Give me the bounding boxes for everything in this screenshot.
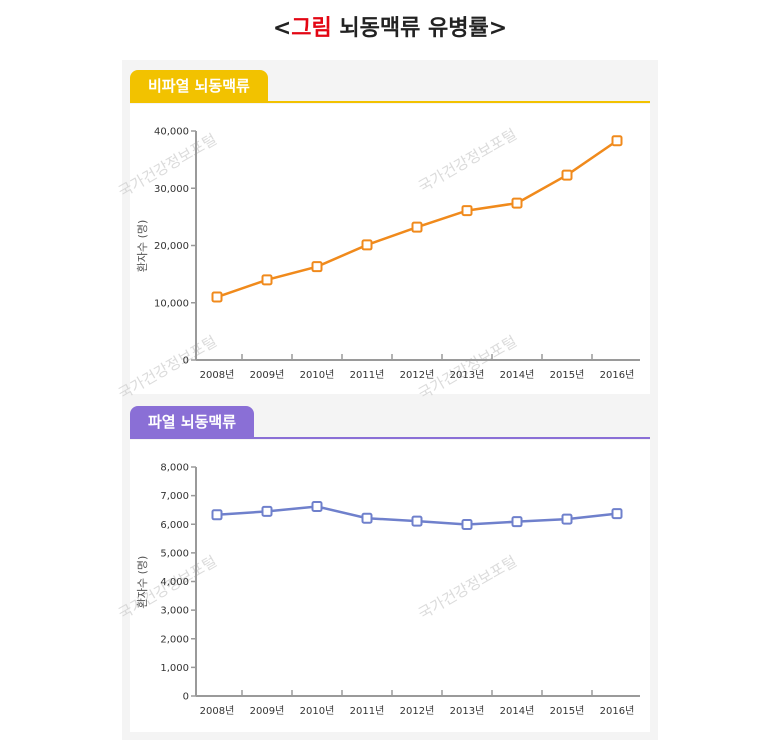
watermark-text: 국가건강정보포털 — [415, 332, 520, 403]
data-point — [311, 501, 323, 513]
data-point — [511, 516, 523, 528]
x-tick-label: 2009년 — [250, 369, 285, 381]
watermark-text: 국가건강정보포털 — [415, 552, 520, 623]
y-tick-label: 0 — [183, 692, 189, 703]
x-tick-label: 2016년 — [600, 705, 635, 717]
y-tick-label: 40,000 — [154, 127, 189, 138]
y-tick-label: 5,000 — [160, 548, 189, 559]
y-tick-label: 7,000 — [160, 491, 189, 502]
data-point — [561, 513, 573, 525]
chart-ruptured: 국가건강정보포털 국가건강정보포털01,0002,0003,0004,0005,0… — [115, 463, 640, 717]
x-tick-label: 2009년 — [250, 705, 285, 717]
title-open-bracket: < — [272, 16, 292, 41]
data-point — [211, 291, 223, 303]
data-point — [461, 205, 473, 217]
y-tick-label: 6,000 — [160, 520, 189, 531]
x-tick-label: 2010년 — [300, 369, 335, 381]
x-tick-label: 2008년 — [200, 369, 235, 381]
section-divider — [130, 437, 650, 439]
watermark-text: 국가건강정보포털 — [415, 125, 520, 196]
y-tick-label: 3,000 — [160, 606, 189, 617]
y-tick-label: 1,000 — [160, 663, 189, 674]
x-tick-label: 2008년 — [200, 705, 235, 717]
section-tab-label: 비파열 뇌동맥류 — [148, 77, 250, 95]
x-tick-label: 2015년 — [550, 705, 585, 717]
data-point — [361, 512, 373, 524]
x-tick-label: 2012년 — [400, 369, 435, 381]
y-tick-label: 20,000 — [154, 241, 189, 252]
x-tick-label: 2012년 — [400, 705, 435, 717]
data-point — [361, 239, 373, 251]
title-close-bracket: > — [488, 16, 508, 41]
y-axis-label: 환자수 (명) — [136, 556, 149, 609]
chart-area-unruptured — [130, 104, 650, 394]
x-tick-label: 2010년 — [300, 705, 335, 717]
y-tick-label: 8,000 — [160, 463, 189, 474]
data-point — [611, 135, 623, 147]
y-tick-label: 4,000 — [160, 577, 189, 588]
y-tick-label: 30,000 — [154, 184, 189, 195]
title-accent-text: 그림 — [291, 16, 332, 41]
series-line — [216, 139, 618, 299]
data-point — [611, 508, 623, 520]
x-tick-label: 2013년 — [450, 369, 485, 381]
data-point — [211, 509, 223, 521]
title-main-text: 뇌동맥류 유병률 — [331, 16, 489, 41]
y-tick-label: 0 — [183, 356, 189, 367]
y-tick-label: 2,000 — [160, 634, 189, 645]
x-tick-label: 2011년 — [350, 369, 385, 381]
data-point — [511, 197, 523, 209]
watermark-text: 국가건강정보포털 — [115, 332, 220, 403]
x-tick-label: 2016년 — [600, 369, 635, 381]
x-tick-label: 2011년 — [350, 705, 385, 717]
data-point — [311, 261, 323, 273]
x-tick-label: 2014년 — [500, 369, 535, 381]
y-axis-label: 환자수 (명) — [136, 220, 149, 273]
y-tick-label: 10,000 — [154, 298, 189, 309]
data-point — [411, 221, 423, 233]
data-point — [411, 515, 423, 527]
chart-area-ruptured — [130, 440, 650, 732]
x-tick-label: 2013년 — [450, 705, 485, 717]
section-tab-ruptured: 파열 뇌동맥류 — [130, 406, 255, 438]
section-tab-label: 파열 뇌동맥류 — [148, 413, 237, 431]
data-point — [461, 519, 473, 531]
figure-title: <그림 뇌동맥류 유병률> — [0, 10, 780, 42]
section-tab-unruptured: 비파열 뇌동맥류 — [130, 70, 268, 102]
data-point — [261, 505, 273, 517]
section-divider — [130, 101, 650, 103]
x-tick-label: 2015년 — [550, 369, 585, 381]
x-tick-label: 2014년 — [500, 705, 535, 717]
data-point — [561, 169, 573, 181]
data-point — [261, 274, 273, 286]
